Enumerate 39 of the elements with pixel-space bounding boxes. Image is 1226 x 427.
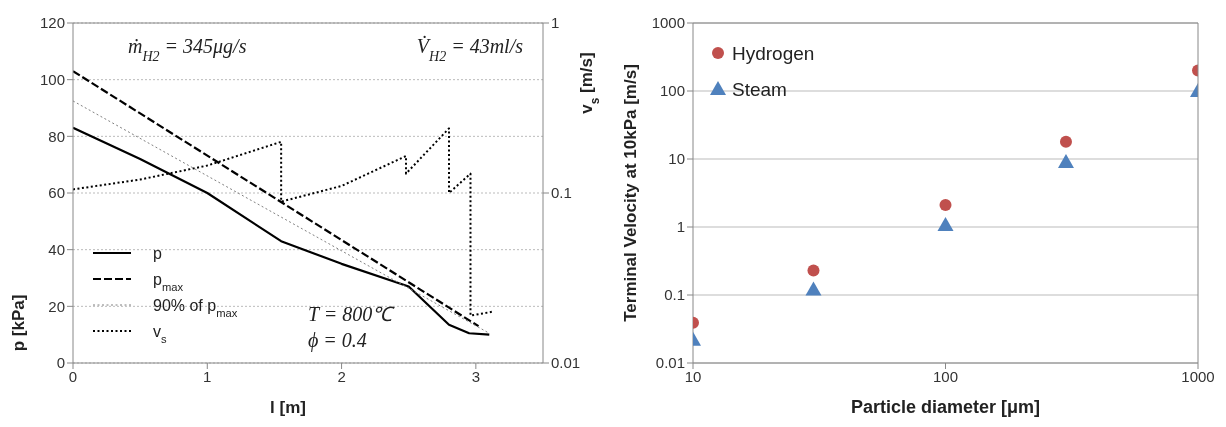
y-axis-title: p [kPa] <box>9 294 28 352</box>
annotation: V̇$_{H2}$ = 43ml/s <box>416 34 524 64</box>
x-tick-label: 1000 <box>1181 367 1215 385</box>
legend-label: p <box>153 245 162 262</box>
y2-tick-label: 1 <box>551 14 560 32</box>
x-tick-label: 100 <box>932 367 959 385</box>
y-tick-label: 10 <box>668 150 685 168</box>
legend-label: v$_{s}$ <box>153 323 167 345</box>
y-tick-label: 0 <box>56 354 65 372</box>
x-tick-label: 0 <box>68 367 78 385</box>
y2-tick-label: 0.1 <box>551 184 572 202</box>
annotation: ṁ$_{H2}$ = 345μg/s <box>128 35 247 64</box>
annotation: ϕ = 0.4 <box>308 329 367 352</box>
legend-label: Steam <box>732 79 787 100</box>
x-tick-label: 1 <box>203 367 212 385</box>
annotation: T = 800℃ <box>308 303 396 325</box>
y-tick-label: 40 <box>48 240 65 258</box>
legend-label: Hydrogen <box>732 43 815 64</box>
x-tick-label: 3 <box>471 367 481 385</box>
y2-tick-label: 0.01 <box>551 354 581 372</box>
y-axis-title: Terminal Velocity at 10kPa [m/s] <box>621 64 640 322</box>
y-tick-label: 1000 <box>651 14 685 32</box>
y-tick-label: 100 <box>659 82 685 100</box>
y-tick-label: 0.1 <box>664 286 685 304</box>
y-tick-label: 100 <box>39 70 65 88</box>
y-tick-label: 1 <box>676 218 685 236</box>
x-axis-title: l [m] <box>270 398 306 417</box>
point <box>937 217 954 231</box>
y-tick-label: 20 <box>48 297 65 315</box>
y-tick-label: 120 <box>39 14 65 32</box>
x-tick-label: 2 <box>337 367 346 385</box>
y-tick-label: 60 <box>48 184 65 202</box>
y-tick-label: 0.01 <box>655 354 685 372</box>
x-tick-label: 10 <box>684 367 702 385</box>
point <box>939 199 952 212</box>
legend-label: p$_{max}$ <box>153 271 184 293</box>
y-tick-label: 80 <box>48 127 65 145</box>
x-axis-title: Particle diameter [μm] <box>850 397 1041 417</box>
legend-label: 90% of p$_{max}$ <box>153 297 238 319</box>
